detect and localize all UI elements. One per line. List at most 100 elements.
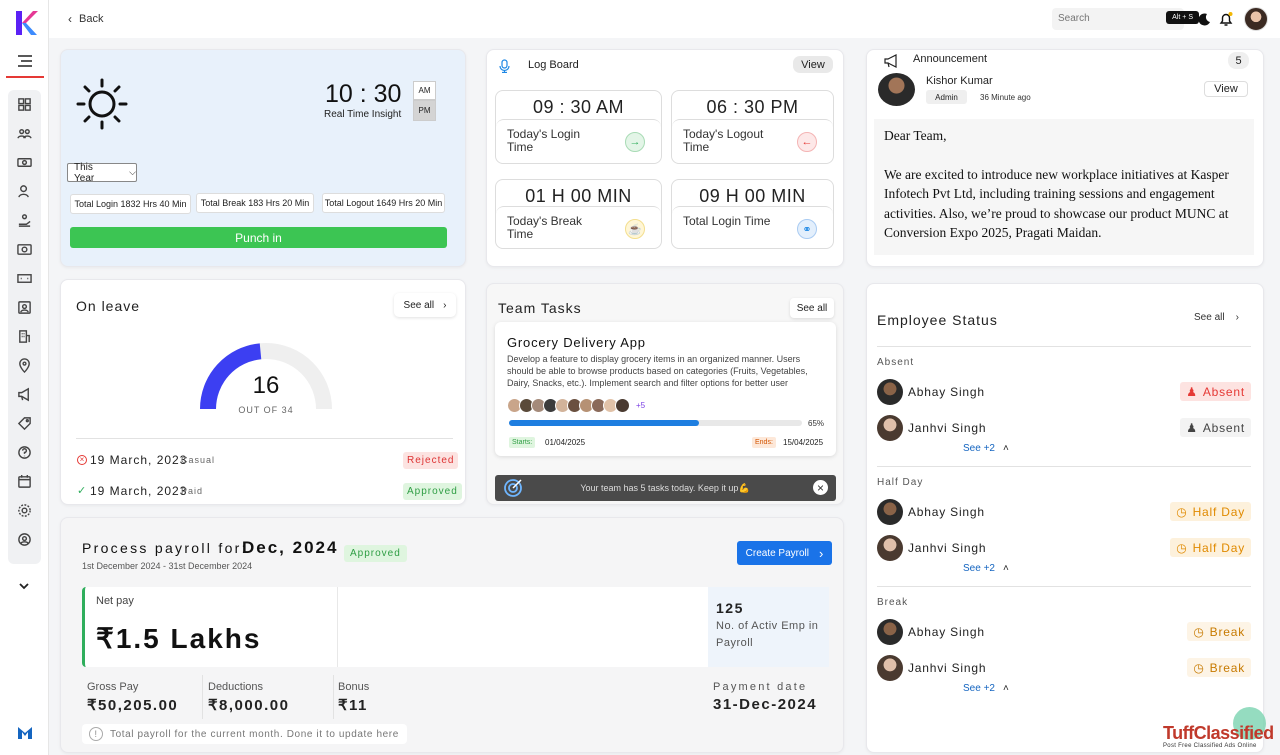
dashboard-icon[interactable] xyxy=(8,90,41,119)
team-icon[interactable] xyxy=(8,119,41,148)
status-badge: ◷ Half Day xyxy=(1170,538,1251,557)
menu-toggle-icon[interactable] xyxy=(17,55,33,67)
section-title: Half Day xyxy=(877,477,924,488)
location-icon[interactable] xyxy=(8,351,41,380)
avatar xyxy=(877,499,903,525)
payroll-icon[interactable] xyxy=(8,235,41,264)
list-item[interactable]: Abhay Singh ◷ Break xyxy=(877,617,1251,647)
total-login-label: Total Login Time xyxy=(683,214,771,228)
user-avatar[interactable] xyxy=(1244,7,1268,31)
announcement-view-button[interactable]: View xyxy=(1204,81,1248,97)
gross-pay-value: ₹50,205.00 xyxy=(87,697,179,714)
task-card[interactable]: Grocery Delivery App Develop a feature t… xyxy=(495,322,836,456)
megaphone-icon[interactable] xyxy=(8,380,41,409)
see-all-label: See all xyxy=(1194,312,1225,323)
announcement-time: 36 Minute ago xyxy=(980,93,1031,102)
announcement-body: Dear Team, We are excited to introduce n… xyxy=(874,119,1254,255)
team-tasks-see-all[interactable]: See all xyxy=(790,298,834,318)
status-badge: ♟ Absent xyxy=(1180,382,1251,401)
search-input[interactable] xyxy=(1052,8,1137,28)
team-tasks-card: Team Tasks See all Grocery Delivery App … xyxy=(486,283,844,505)
period-select[interactable]: This Year ⌵ xyxy=(67,162,137,184)
login-time-label: Today's Login Time xyxy=(507,127,581,154)
list-item[interactable]: Abhay Singh ◷ Half Day xyxy=(877,497,1251,527)
settings-icon[interactable] xyxy=(8,496,41,525)
section-title: Break xyxy=(877,597,909,608)
create-payroll-label: Create Payroll xyxy=(745,547,809,559)
clock-subtitle: Real Time Insight xyxy=(324,109,402,120)
avatar xyxy=(877,535,903,561)
back-label: Back xyxy=(79,13,104,25)
employee-name: Abhay Singh xyxy=(908,385,985,399)
author-avatar xyxy=(878,73,915,106)
divider xyxy=(877,466,1251,467)
theme-moon-icon[interactable] xyxy=(1198,13,1211,26)
leave-out-of: OUT OF 34 xyxy=(238,405,294,415)
notification-bell-icon[interactable] xyxy=(1219,12,1233,27)
list-item[interactable]: Janhvi Singh ◷ Half Day xyxy=(877,533,1251,563)
team-tasks-title: Team Tasks xyxy=(498,300,582,316)
list-item[interactable]: Abhay Singh ♟ Absent xyxy=(877,377,1251,407)
badge-icon[interactable] xyxy=(8,293,41,322)
see-all-label: See all xyxy=(403,299,435,311)
task-progress-label: 65% xyxy=(808,419,825,428)
app-logo[interactable] xyxy=(14,9,38,37)
check-icon: ✓ xyxy=(77,485,87,497)
employee-name: Janhvi Singh xyxy=(908,541,987,555)
employee-name: Abhay Singh xyxy=(908,505,985,519)
chevron-down-icon[interactable] xyxy=(18,580,30,590)
see-more-link[interactable]: See +2 ˄ xyxy=(963,443,1009,454)
calendar-icon[interactable] xyxy=(8,467,41,496)
total-login-box: 09 H 00 MIN Total Login Time ⚭ xyxy=(671,179,834,249)
deductions-label: Deductions xyxy=(208,681,264,693)
profile-icon[interactable] xyxy=(8,525,41,554)
mic-icon: ⚭ xyxy=(797,219,817,239)
target-icon xyxy=(504,479,522,497)
employee-name: Janhvi Singh xyxy=(908,421,987,435)
list-item[interactable]: Janhvi Singh ◷ Break xyxy=(877,653,1251,683)
login-time-box: 09 : 30 AM Today's Login Time → xyxy=(495,90,662,164)
create-payroll-button[interactable]: Create Payroll › xyxy=(737,541,832,565)
tag-icon[interactable] xyxy=(8,409,41,438)
status-badge: ◷ Break xyxy=(1187,622,1251,641)
pm-toggle[interactable]: PM xyxy=(413,100,436,121)
search-shortcut: Alt + S xyxy=(1166,11,1199,24)
on-leave-see-all[interactable]: See all › xyxy=(394,293,456,317)
logout-time-label: Today's Logout Time xyxy=(683,127,764,154)
punch-in-button[interactable]: Punch in xyxy=(70,227,447,248)
ends-badge: Ends: xyxy=(752,437,776,448)
net-pay-panel: Net pay ₹1.5 Lakhs 125 No. of Activ Emp … xyxy=(82,587,829,667)
status-badge: Approved xyxy=(403,483,462,500)
task-description: Develop a feature to display grocery ite… xyxy=(507,354,808,391)
start-date: 01/04/2025 xyxy=(545,438,586,447)
employee-name: Abhay Singh xyxy=(908,625,985,639)
cash-icon[interactable] xyxy=(8,264,41,293)
sidebar xyxy=(0,0,49,755)
hand-icon[interactable] xyxy=(8,206,41,235)
employee-status-see-all[interactable]: See all › xyxy=(1194,312,1239,323)
close-icon[interactable]: × xyxy=(813,480,828,495)
bonus-value: ₹11 xyxy=(338,697,368,714)
member-avatars: +5 xyxy=(507,398,645,413)
list-item[interactable]: Janhvi Singh ♟ Absent xyxy=(877,413,1251,443)
see-more-link[interactable]: See +2 ˄ xyxy=(963,683,1009,694)
user-icon[interactable] xyxy=(8,177,41,206)
log-board-card: Log Board View 09 : 30 AM Today's Login … xyxy=(486,49,844,267)
tasks-banner-text: Your team has 5 tasks today. Keep it up💪 xyxy=(580,483,750,493)
money-icon[interactable] xyxy=(8,148,41,177)
bonus-label: Bonus xyxy=(338,681,370,693)
log-board-title: Log Board xyxy=(528,59,579,71)
search-box[interactable]: Alt + S xyxy=(1052,8,1199,30)
leave-gauge-fill xyxy=(200,343,262,410)
payroll-card: Process payroll for: Dec, 2024 Approved … xyxy=(60,517,844,753)
logout-arrow-icon: ← xyxy=(797,132,817,152)
back-button[interactable]: ‹ Back xyxy=(68,12,103,26)
am-toggle[interactable]: AM xyxy=(413,81,436,100)
log-board-view-button[interactable]: View xyxy=(793,56,833,73)
help-icon[interactable] xyxy=(8,438,41,467)
chat-help-icon[interactable] xyxy=(1233,707,1266,740)
see-more-link[interactable]: See +2 ˄ xyxy=(963,563,1009,574)
status-badge: Rejected xyxy=(403,452,459,469)
section-title: Absent xyxy=(877,357,915,368)
building-icon[interactable] xyxy=(8,322,41,351)
